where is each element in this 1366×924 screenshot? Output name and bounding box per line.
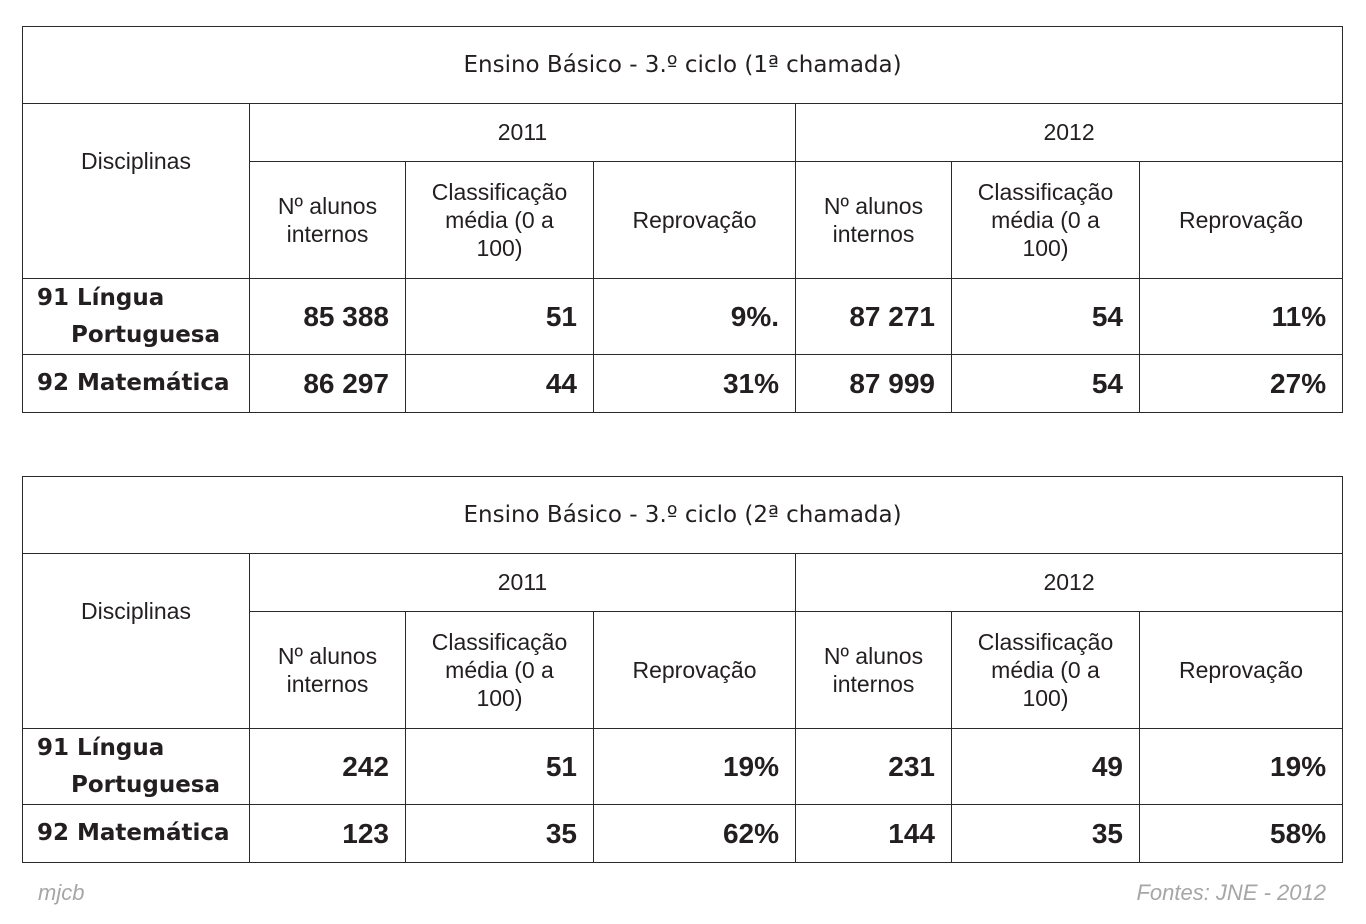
value-cell: 11% <box>1138 278 1344 355</box>
subject-cell: 91 Língua Portuguesa <box>22 278 250 355</box>
value-cell: 51 <box>405 278 594 355</box>
subject-cell: 92 Matemática <box>22 354 250 413</box>
value-cell: 31% <box>593 354 796 413</box>
value-cell: 87 271 <box>795 278 952 355</box>
value-cell: 9%. <box>593 278 796 355</box>
col-header-reprovacao-2012: Reprovação <box>1138 611 1344 729</box>
col-header-alunos-2011: Nº alunos internos <box>249 611 406 729</box>
value-cell: 35 <box>951 804 1140 863</box>
source-credit: Fontes: JNE - 2012 <box>1136 880 1326 905</box>
value-cell: 144 <box>795 804 952 863</box>
value-cell: 242 <box>249 728 406 805</box>
results-table-1a-chamada: Ensino Básico - 3.º ciclo (1ª chamada) D… <box>21 26 1344 413</box>
value-cell: 19% <box>1138 728 1344 805</box>
col-header-classificacao-2012: Classificação média (0 a 100) <box>951 611 1140 729</box>
table-row: 91 Língua Portuguesa 85 388 51 9%. 87 271… <box>22 278 1344 355</box>
year-header-2012: 2012 <box>794 103 1344 162</box>
subject-cell: 91 Língua Portuguesa <box>22 728 250 805</box>
col-header-alunos-2012: Nº alunos internos <box>795 161 952 279</box>
col-header-reprovacao-2011: Reprovação <box>593 161 796 279</box>
value-cell: 86 297 <box>249 354 406 413</box>
col-header-alunos-2011: Nº alunos internos <box>249 161 406 279</box>
subject-cell: 92 Matemática <box>22 804 250 863</box>
value-cell: 51 <box>405 728 594 805</box>
value-cell: 85 388 <box>249 278 406 355</box>
col-header-reprovacao-2011: Reprovação <box>593 611 796 729</box>
value-cell: 58% <box>1138 804 1344 863</box>
year-header-2011: 2011 <box>249 553 796 612</box>
col-header-reprovacao-2012: Reprovação <box>1138 161 1344 279</box>
col-header-classificacao-2012: Classificação média (0 a 100) <box>951 161 1140 279</box>
results-table-2a-chamada: Ensino Básico - 3.º ciclo (2ª chamada) D… <box>21 476 1344 863</box>
value-cell: 62% <box>593 804 796 863</box>
table-row: 91 Língua Portuguesa 242 51 19% 231 49 19… <box>22 728 1344 805</box>
disciplinas-header: Disciplinas <box>22 103 250 279</box>
year-header-2011: 2011 <box>249 103 796 162</box>
author-credit: mjcb <box>38 880 85 905</box>
value-cell: 87 999 <box>795 354 952 413</box>
col-header-classificacao-2011: Classificação média (0 a 100) <box>405 161 594 279</box>
value-cell: 54 <box>951 278 1140 355</box>
table-row: 92 Matemática 86 297 44 31% 87 999 54 27… <box>22 354 1344 413</box>
value-cell: 35 <box>405 804 594 863</box>
value-cell: 231 <box>795 728 952 805</box>
col-header-classificacao-2011: Classificação média (0 a 100) <box>405 611 594 729</box>
table-title: Ensino Básico - 3.º ciclo (2ª chamada) <box>21 476 1344 554</box>
col-header-alunos-2012: Nº alunos internos <box>795 611 952 729</box>
value-cell: 54 <box>951 354 1140 413</box>
table-row: 92 Matemática 123 35 62% 144 35 58% <box>22 804 1344 863</box>
value-cell: 19% <box>593 728 796 805</box>
value-cell: 123 <box>249 804 406 863</box>
year-header-2012: 2012 <box>794 553 1344 612</box>
disciplinas-header: Disciplinas <box>22 553 250 729</box>
table-title: Ensino Básico - 3.º ciclo (1ª chamada) <box>21 26 1344 104</box>
value-cell: 44 <box>405 354 594 413</box>
value-cell: 27% <box>1138 354 1344 413</box>
value-cell: 49 <box>951 728 1140 805</box>
